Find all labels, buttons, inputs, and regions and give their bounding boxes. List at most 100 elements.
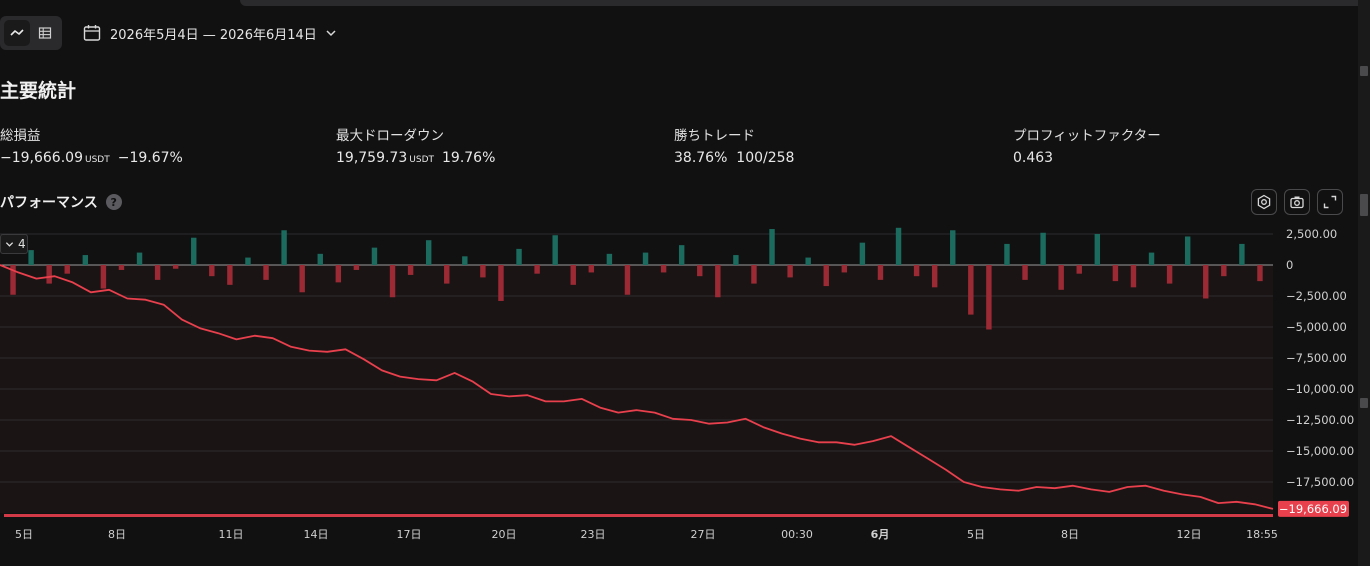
equity-line <box>0 264 1274 510</box>
pnl-bar <box>353 265 360 270</box>
pnl-bar <box>209 265 215 277</box>
pnl-bar <box>823 265 829 287</box>
x-tick-label: 17日 <box>397 528 422 541</box>
settings-icon <box>1257 194 1271 210</box>
x-tick-label: 27日 <box>691 528 716 541</box>
pnl-bar <box>769 229 775 265</box>
pnl-bar <box>118 265 125 270</box>
total-pnl-value: −19,666.09 <box>0 150 83 166</box>
fullscreen-icon <box>1323 195 1337 209</box>
scroll-marker <box>1360 398 1368 408</box>
pnl-bar <box>407 265 414 275</box>
pnl-bar <box>1221 265 1227 277</box>
x-tick-label: 11日 <box>219 528 244 541</box>
stat-value: 19,759.73 USDT 19.76% <box>336 150 495 166</box>
collapse-count: 4 <box>18 237 26 251</box>
camera-icon <box>1290 196 1304 209</box>
x-tick-label: 18:55 <box>1246 528 1278 541</box>
pnl-bar <box>913 265 920 277</box>
max-drawdown-value: 19,759.73 <box>336 150 408 166</box>
stat-max-drawdown: 最大ドローダウン 19,759.73 USDT 19.76% <box>336 124 495 166</box>
pnl-bar <box>895 227 902 265</box>
help-icon[interactable]: ? <box>105 194 122 210</box>
pnl-bar <box>28 250 34 265</box>
pnl-bar <box>968 265 974 315</box>
pnl-bar <box>877 265 884 280</box>
pnl-bar <box>191 237 197 265</box>
pnl-bar <box>1239 243 1245 265</box>
y-tick-label: −10,000.00 <box>1286 382 1354 396</box>
pnl-bar <box>10 265 16 295</box>
stat-value: −19,666.09 USDT −19.67% <box>0 150 183 166</box>
pnl-bar <box>317 253 323 265</box>
scroll-marker <box>1360 66 1368 76</box>
pnl-bar <box>227 265 233 285</box>
right-scrollbar[interactable] <box>1358 0 1370 566</box>
pnl-bar <box>1112 265 1119 282</box>
pnl-bar <box>715 265 721 298</box>
pnl-bar <box>678 245 685 265</box>
pnl-bar <box>462 256 468 265</box>
y-tick-label: −7,500.00 <box>1286 351 1347 365</box>
max-drawdown-unit: USDT <box>409 155 434 165</box>
chevron-down-icon <box>326 30 336 37</box>
pnl-bar <box>950 230 956 265</box>
pnl-bar <box>1076 265 1082 274</box>
chart-settings-button[interactable] <box>1251 189 1277 215</box>
stat-value: 38.76% 100/258 <box>674 150 794 166</box>
pnl-bar <box>1203 265 1209 299</box>
x-tick-label: 5日 <box>15 528 33 541</box>
stat-label: 総損益 <box>0 128 41 144</box>
screenshot-button[interactable] <box>1284 189 1310 215</box>
table-view-button[interactable] <box>32 20 58 46</box>
pnl-bar <box>1148 252 1155 265</box>
table-icon <box>38 27 52 39</box>
date-range-picker[interactable]: 2026年5月4日 — 2026年6月14日 <box>82 20 337 46</box>
pnl-bar <box>425 240 432 265</box>
win-trades-percent: 38.76% <box>674 150 728 166</box>
pnl-bar <box>46 265 52 284</box>
stat-profit-factor: プロフィットファクター 0.463 <box>1013 124 1161 166</box>
x-tick-label: 23日 <box>581 528 606 541</box>
pnl-bar <box>787 265 793 278</box>
drawdown-strip <box>4 514 1273 517</box>
date-range-text: 2026年5月4日 — 2026年6月14日 <box>110 27 317 43</box>
pnl-bar <box>751 265 757 284</box>
x-tick-label: 8日 <box>108 528 126 541</box>
stat-label: プロフィットファクター <box>1013 128 1161 144</box>
current-value-label: −19,666.09 <box>1279 502 1347 516</box>
pnl-bar <box>263 265 269 280</box>
pnl-bar <box>1166 265 1173 284</box>
pnl-bar <box>371 247 378 265</box>
total-pnl-unit: USDT <box>84 155 110 165</box>
y-tick-label: 0 <box>1286 258 1293 272</box>
line-chart-icon <box>10 29 24 36</box>
pnl-bar <box>624 265 631 295</box>
pnl-bar <box>1058 265 1064 290</box>
stat-total-pnl: 総損益 −19,666.09 USDT −19.67% <box>0 124 183 166</box>
calendar-icon <box>83 25 101 41</box>
pnl-bar <box>136 252 143 265</box>
pnl-bar <box>642 252 649 265</box>
pnl-bar <box>570 265 576 285</box>
pnl-bar <box>82 255 89 265</box>
x-tick-label: 12日 <box>1177 528 1202 541</box>
pnl-bar <box>1094 234 1101 265</box>
performance-title-text: パフォーマンス <box>0 195 98 211</box>
pnl-bar <box>660 265 667 273</box>
x-tick-label: 5日 <box>967 528 985 541</box>
pnl-bar <box>552 235 558 265</box>
performance-title: パフォーマンス ? <box>0 192 122 212</box>
win-trades-count: 100/258 <box>736 150 795 166</box>
pnl-bar <box>1004 243 1010 265</box>
x-tick-label: 00:30 <box>781 528 813 541</box>
fullscreen-button[interactable] <box>1317 189 1343 215</box>
performance-chart[interactable]: 2,500.00 0 −2,500.00 −5,000.00 −7,500.00 −10,… <box>0 222 1360 562</box>
pnl-bar <box>516 248 522 265</box>
pnl-bar <box>64 265 70 274</box>
stat-win-trades: 勝ちトレード 38.76% 100/258 <box>674 124 794 166</box>
collapse-toggle[interactable]: 4 <box>0 234 28 254</box>
chart-view-button[interactable] <box>4 20 30 46</box>
pnl-bar <box>1022 265 1028 280</box>
pnl-bar <box>606 253 613 265</box>
